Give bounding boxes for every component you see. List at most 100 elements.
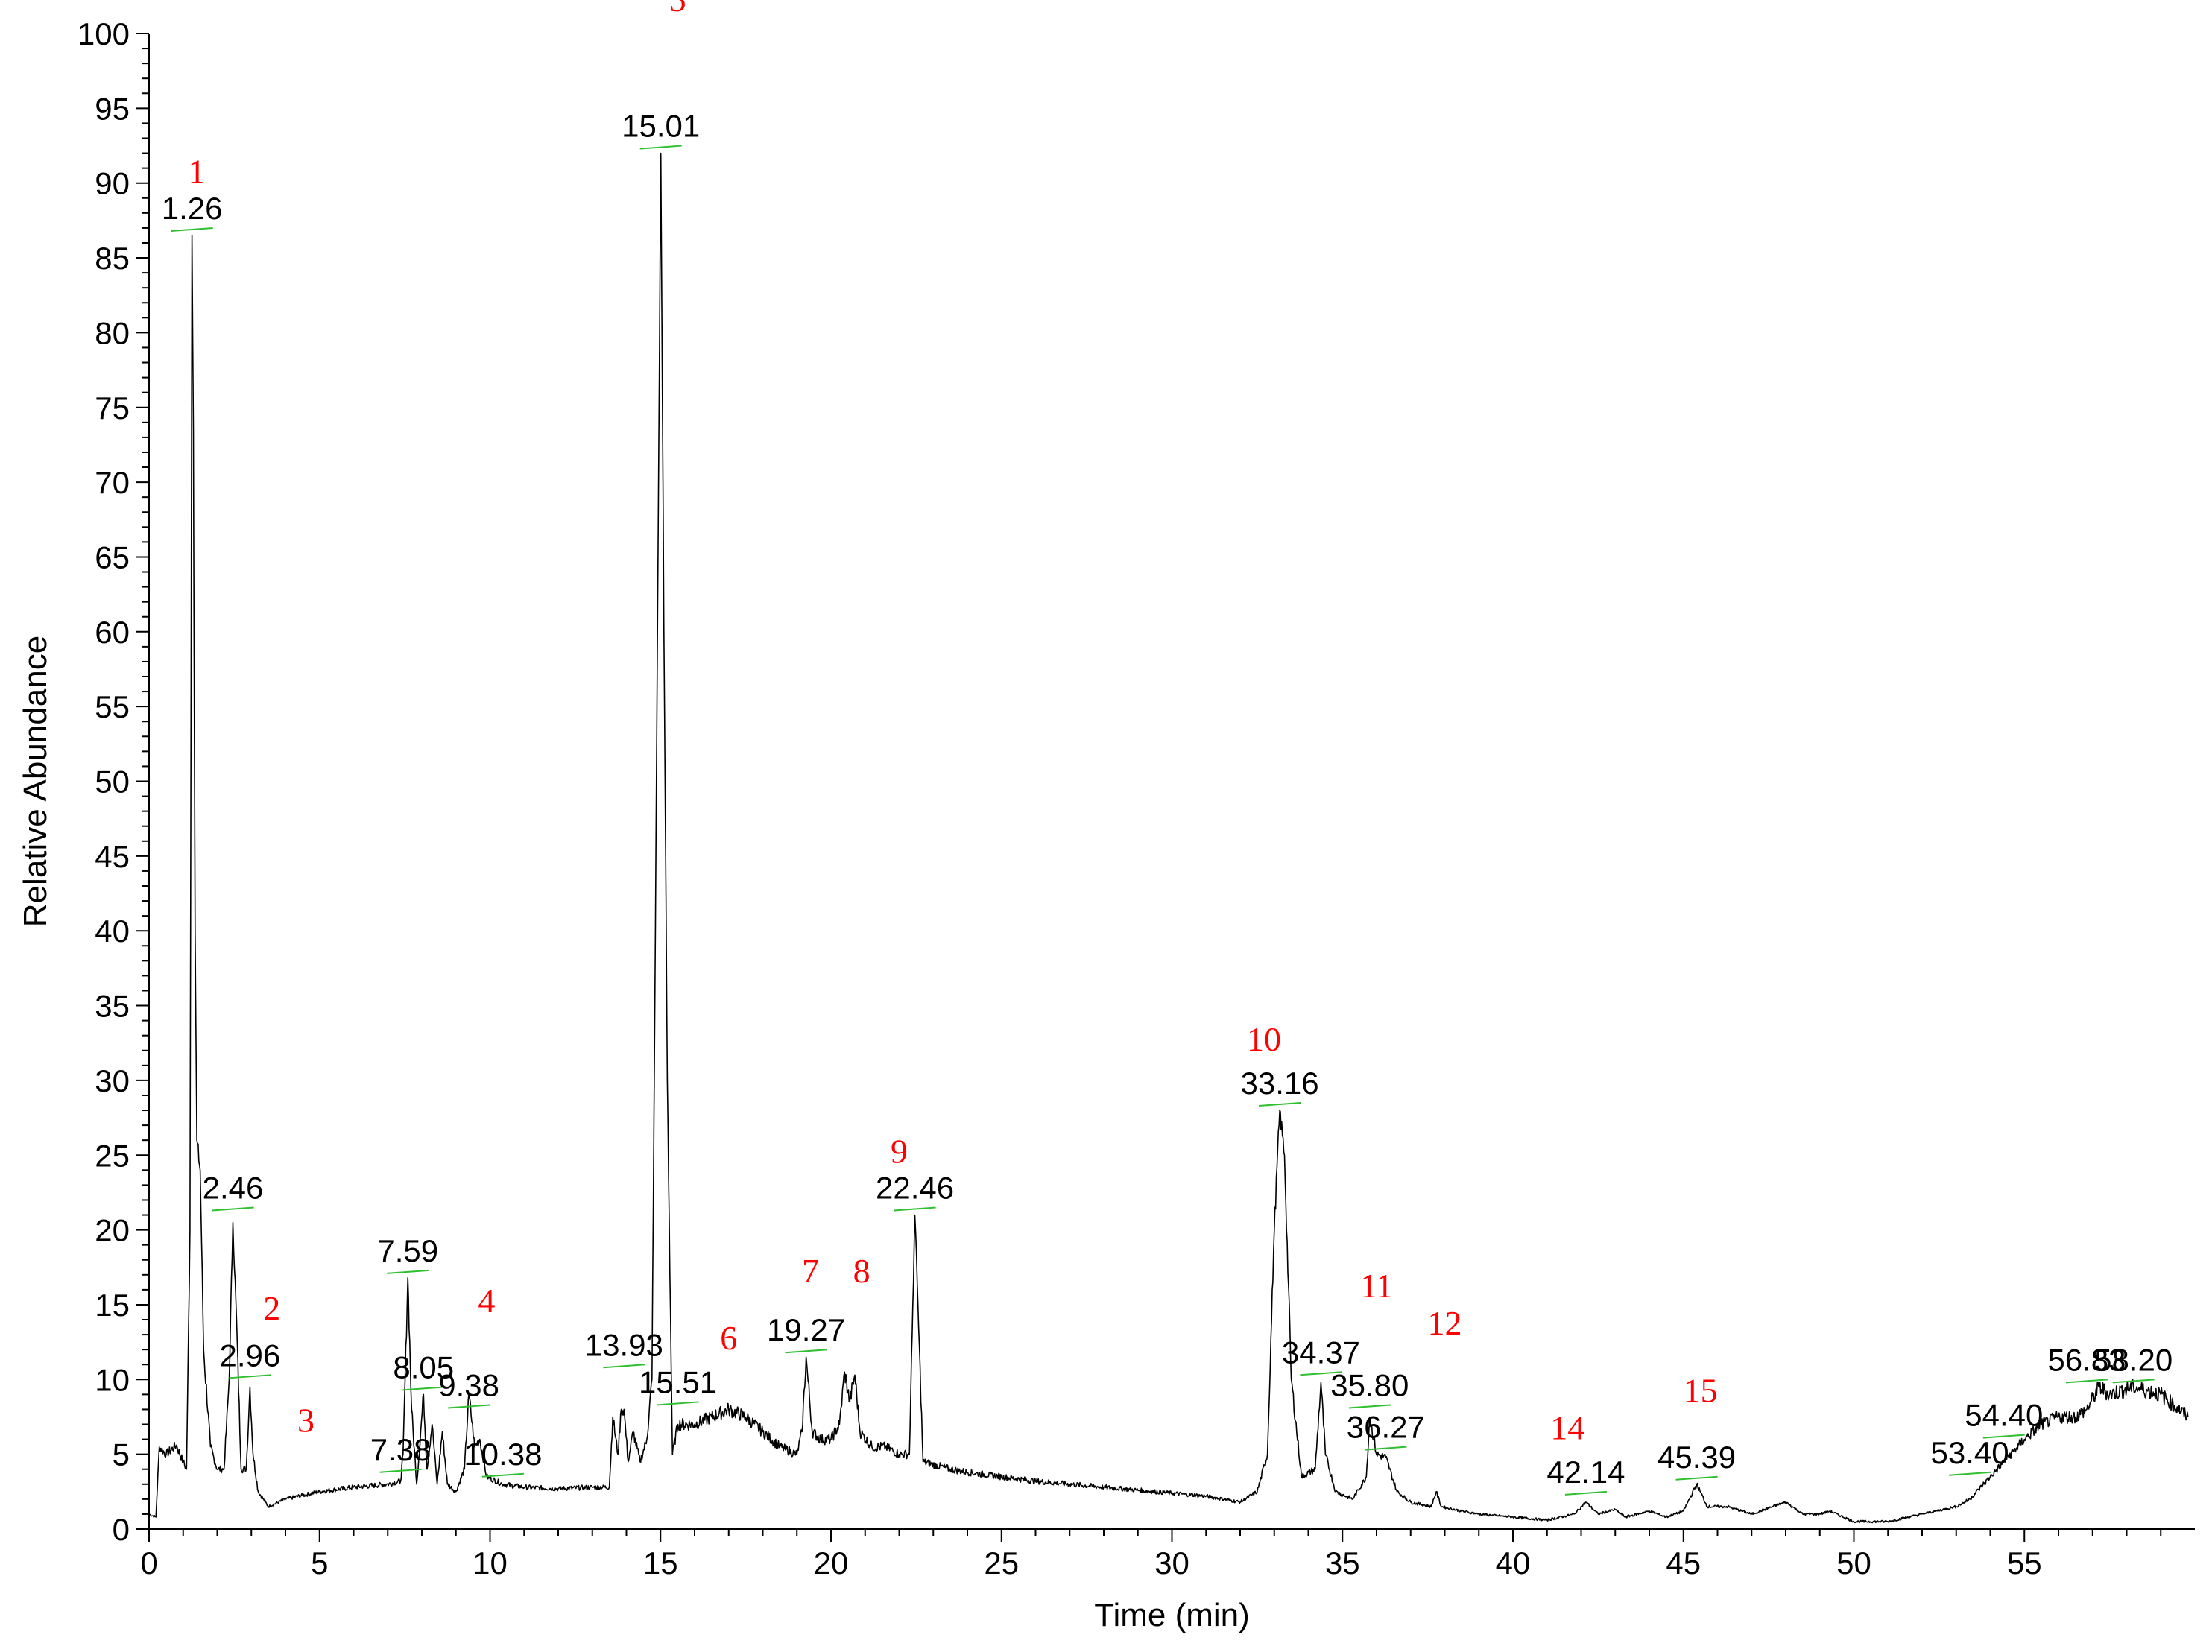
peak-marker	[1300, 1371, 1342, 1376]
axes	[148, 34, 2195, 1530]
y-tick-label: 40	[95, 914, 130, 949]
x-tick-label: 0	[140, 1545, 157, 1580]
peak-marker	[481, 1472, 524, 1478]
peak-label: 2.46	[203, 1171, 264, 1206]
peak-number: 8	[853, 1252, 870, 1290]
peak-number: 14	[1550, 1409, 1584, 1447]
peak-number: 3	[297, 1402, 315, 1440]
peak-marker	[1365, 1446, 1407, 1451]
peak-marker	[171, 227, 213, 232]
peak-marker	[1564, 1490, 1607, 1496]
y-tick-label: 45	[95, 839, 130, 874]
x-tick-label: 55	[2007, 1545, 2042, 1580]
x-axis-ticks: 0 5 10 15 20 25 30 35 40 45 50 55	[140, 1529, 2162, 1580]
peak-marker	[2065, 1379, 2108, 1384]
x-tick-label: 45	[1666, 1545, 1701, 1580]
y-tick-label: 20	[95, 1213, 130, 1248]
peak-marker	[379, 1468, 422, 1473]
peak-number: 10	[1247, 1020, 1281, 1058]
x-tick-label: 10	[473, 1545, 508, 1580]
peak-label: 19.27	[767, 1312, 845, 1347]
peak-marker	[1258, 1102, 1301, 1107]
peak-number: 12	[1428, 1304, 1462, 1342]
x-tick-label: 30	[1154, 1545, 1189, 1580]
series-line-0	[148, 152, 2189, 1524]
y-tick-label: 65	[95, 539, 130, 575]
x-tick-label: 50	[1836, 1545, 1871, 1580]
peak-marker	[1982, 1434, 2025, 1439]
peak-numbers-group: 1234567891011121415	[189, 0, 1718, 1447]
y-tick-label: 100	[78, 16, 130, 51]
y-tick-label: 90	[95, 166, 130, 201]
peak-label: 8.05	[393, 1349, 454, 1384]
peak-number: 9	[891, 1132, 908, 1170]
series-group	[148, 152, 2189, 1524]
peak-marker	[387, 1269, 429, 1274]
peak-marker	[1348, 1404, 1391, 1409]
peak-label: 45.39	[1658, 1440, 1736, 1475]
y-tick-label: 5	[113, 1437, 130, 1472]
peak-marker	[603, 1364, 645, 1369]
peak-number: 11	[1360, 1267, 1393, 1305]
y-tick-label: 55	[95, 689, 130, 724]
peak-marker	[2112, 1379, 2155, 1384]
peak-number: 6	[720, 1319, 737, 1357]
y-tick-label: 30	[95, 1063, 130, 1098]
y-tick-label: 10	[95, 1362, 130, 1397]
peak-label: 53.40	[1930, 1435, 2009, 1470]
x-axis-title: Time (min)	[1094, 1597, 1250, 1633]
peak-label: 35.80	[1330, 1367, 1409, 1402]
x-tick-label: 20	[814, 1545, 849, 1580]
x-tick-label: 15	[643, 1545, 678, 1580]
peak-label: 9.38	[438, 1367, 499, 1402]
peak-label: 58.20	[2094, 1342, 2172, 1377]
peak-label: 15.51	[639, 1364, 717, 1399]
y-tick-label: 70	[95, 465, 130, 500]
y-tick-label: 60	[95, 615, 130, 650]
peak-label: 34.37	[1282, 1335, 1360, 1370]
y-tick-label: 75	[95, 390, 130, 425]
peak-label: 1.26	[162, 191, 223, 226]
y-tick-label: 95	[95, 91, 130, 126]
peak-label: 42.14	[1546, 1455, 1625, 1490]
peak-labels-group: 1.262.462.967.387.598.059.3810.3813.9315…	[162, 109, 2172, 1496]
peak-marker	[785, 1349, 827, 1354]
peak-marker	[1675, 1475, 1718, 1481]
y-tick-label: 35	[95, 989, 130, 1024]
peak-number: 2	[263, 1289, 280, 1327]
peak-marker	[212, 1206, 254, 1212]
peak-marker	[657, 1401, 699, 1406]
peak-label: 36.27	[1347, 1410, 1425, 1445]
peak-number: 4	[478, 1282, 495, 1320]
peak-number: 7	[802, 1252, 819, 1290]
peak-marker	[639, 145, 682, 150]
y-tick-label: 25	[95, 1138, 130, 1173]
peak-marker	[448, 1404, 490, 1409]
x-tick-label: 35	[1325, 1545, 1360, 1580]
y-tick-label: 85	[95, 241, 130, 276]
peak-marker	[402, 1386, 445, 1391]
peak-label: 7.59	[377, 1233, 438, 1268]
peak-label: 33.16	[1241, 1066, 1319, 1101]
peak-label: 7.38	[370, 1432, 432, 1467]
peak-label: 56.83	[2047, 1342, 2126, 1377]
x-tick-label: 25	[984, 1545, 1019, 1580]
y-tick-label: 15	[95, 1288, 130, 1323]
y-tick-label: 0	[113, 1512, 130, 1547]
peak-label: 54.40	[1965, 1398, 2043, 1433]
y-axis-title: Relative Abundance	[17, 636, 54, 927]
peak-number: 1	[189, 153, 206, 191]
peak-marker	[894, 1206, 936, 1212]
peak-label: 13.93	[585, 1327, 663, 1362]
peak-number: 5	[669, 0, 686, 19]
peak-marker	[1948, 1471, 1991, 1476]
peak-label: 10.38	[464, 1437, 542, 1472]
y-tick-label: 50	[95, 765, 130, 800]
peak-label: 22.46	[876, 1171, 954, 1206]
peak-number: 15	[1684, 1371, 1718, 1409]
y-axis-ticks: 0 5 10 15 20 25 30 35 40 45 50 55 60 65 70 75 80 85 90 95 10…	[78, 16, 149, 1547]
x-tick-label: 5	[311, 1545, 328, 1580]
peak-label: 2.96	[220, 1338, 281, 1373]
peak-label: 15.01	[622, 109, 700, 144]
